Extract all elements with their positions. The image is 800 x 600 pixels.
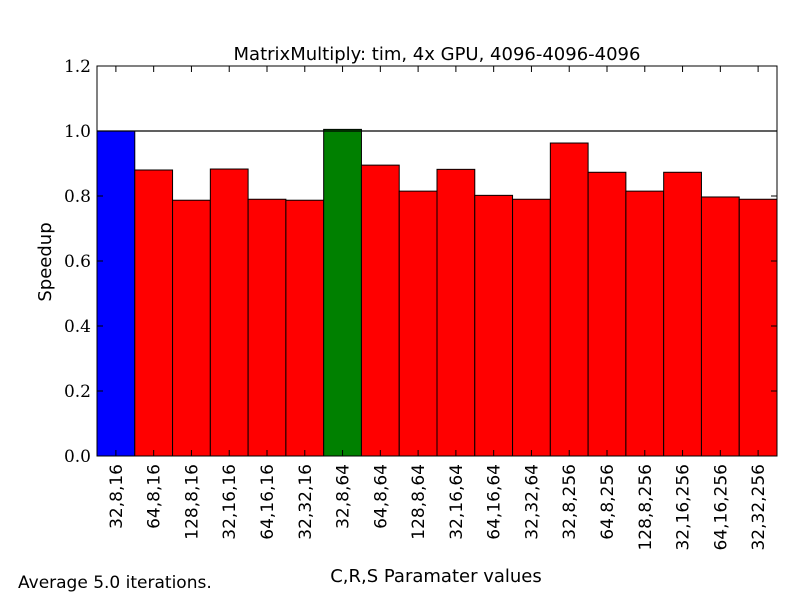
x-tick-label: 64,8,256: [598, 464, 618, 540]
x-tick-label: 128,8,16: [182, 464, 202, 540]
x-axis-label: C,R,S Paramater values: [330, 566, 542, 587]
x-tick-label: 64,8,64: [371, 464, 391, 529]
bar-32-8-256: [549, 142, 589, 457]
x-tick-label: 32,32,256: [749, 464, 769, 551]
x-tick-label: 32,8,16: [107, 464, 127, 529]
bar-64-16-64: [474, 194, 514, 457]
bars-group: [96, 128, 778, 457]
bar-128-8-64: [398, 190, 438, 457]
bar-32-32-256: [738, 198, 778, 457]
bar-64-8-64: [360, 164, 400, 457]
bar-64-8-256: [587, 171, 627, 457]
x-tick-label: 32,8,64: [334, 464, 354, 529]
bar-128-8-16: [172, 199, 211, 457]
bar-64-16-256: [700, 196, 740, 457]
bar-64-8-16: [134, 169, 174, 457]
y-axis-label: Speedup: [35, 222, 56, 301]
x-tick-label: 128,8,64: [409, 464, 429, 540]
iterations-footnote: Average 5.0 iterations.: [18, 573, 212, 593]
x-tick-label: 32,16,16: [220, 464, 240, 540]
x-tick-label: 64,16,64: [485, 464, 505, 540]
bar-32-16-64: [436, 168, 476, 457]
y-tick-label: 0.2: [64, 382, 91, 402]
x-tick-label: 128,8,256: [636, 464, 656, 551]
bar-32-32-64: [512, 198, 551, 457]
x-tick-label: 64,8,16: [145, 464, 165, 529]
y-axis-ticks: 0.0 0.2 0.4 0.6 0.8 1.0 1.2: [64, 57, 777, 467]
x-tick-label: 64,16,16: [258, 464, 278, 540]
x-tick-label: 32,16,64: [447, 464, 467, 540]
x-tick-label: 32,16,256: [674, 464, 694, 551]
x-tick-label: 32,32,16: [296, 464, 316, 540]
y-tick-label: 0.4: [64, 317, 91, 337]
bar-32-32-16: [285, 199, 325, 457]
y-tick-label: 0.0: [64, 447, 91, 467]
x-axis-ticks: 32,8,16 64,8,16 128,8,16 32,16,16 64,16,16 32…: [107, 66, 769, 551]
x-tick-label: 32,8,256: [560, 464, 580, 540]
y-tick-label: 0.6: [64, 252, 91, 272]
chart-title: MatrixMultiply: tim, 4x GPU, 4096-4096-4…: [234, 44, 641, 65]
y-tick-label: 1.2: [64, 57, 91, 77]
bar-128-8-256: [625, 190, 665, 457]
y-tick-label: 1.0: [64, 122, 91, 142]
x-tick-label: 64,16,256: [711, 464, 731, 551]
bar-32-8-16: [96, 130, 136, 457]
bar-32-16-256: [663, 171, 702, 457]
y-tick-label: 0.8: [64, 187, 91, 207]
bar-64-16-16: [247, 198, 287, 457]
bar-32-8-64: [323, 128, 362, 457]
bar-32-16-16: [209, 168, 249, 457]
x-tick-label: 32,32,64: [522, 464, 542, 540]
